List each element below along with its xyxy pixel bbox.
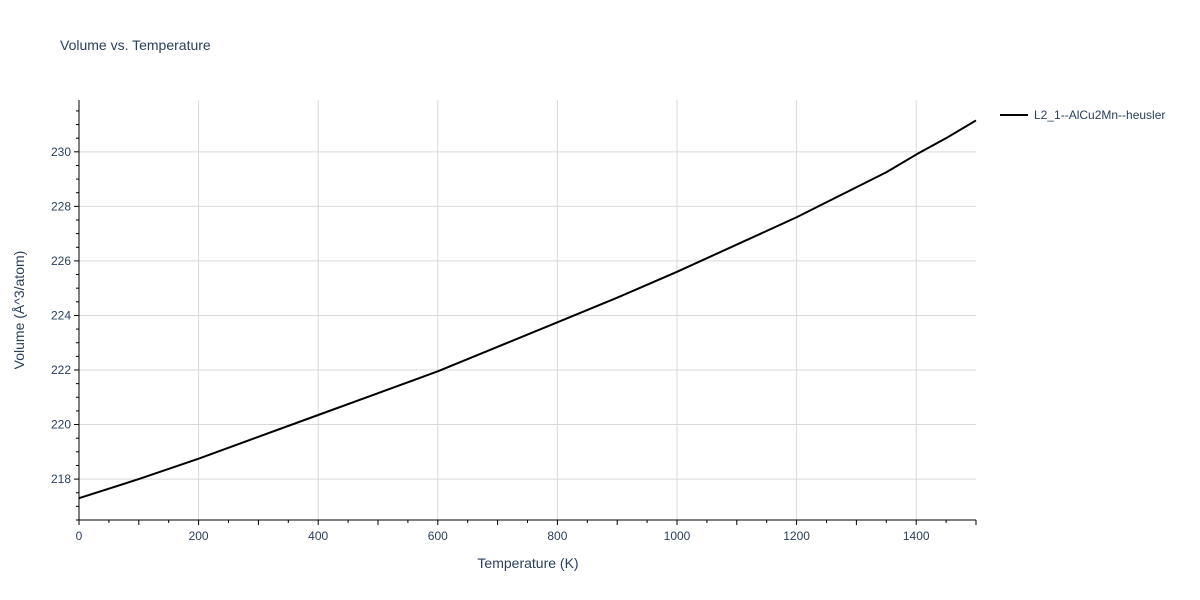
x-tick-label: 1200 <box>783 529 810 543</box>
plot-area <box>78 119 977 500</box>
y-tick-label: 222 <box>51 363 71 377</box>
x-gridlines <box>198 100 917 520</box>
y-axis-title: Volume (Å^3/atom) <box>11 251 27 370</box>
legend[interactable]: L2_1--AlCu2Mn--heusler <box>1000 108 1165 122</box>
y-tick-label: 228 <box>51 199 71 213</box>
x-tick-label: 400 <box>308 529 328 543</box>
x-axis-title: Temperature (K) <box>477 555 578 571</box>
y-tick-label: 218 <box>51 472 71 486</box>
legend-label: L2_1--AlCu2Mn--heusler <box>1034 108 1165 122</box>
y-tick-label: 220 <box>51 418 71 432</box>
x-tick-label: 0 <box>76 529 83 543</box>
y-tick-label: 224 <box>51 308 71 322</box>
axes <box>78 100 976 521</box>
chart-title: Volume vs. Temperature <box>60 37 211 53</box>
x-tick-label: 600 <box>428 529 448 543</box>
x-tick-label: 1000 <box>664 529 691 543</box>
y-gridlines <box>79 151 976 480</box>
x-tick-label: 800 <box>547 529 567 543</box>
x-tick-label: 1400 <box>903 529 930 543</box>
y-tick-label: 226 <box>51 254 71 268</box>
x-axis-ticks: 0 200 400 600 800 1000 1200 1400 <box>76 520 977 543</box>
y-axis-ticks: 218 220 222 224 226 228 230 <box>51 110 79 521</box>
y-tick-label: 230 <box>51 145 71 159</box>
series-line <box>78 119 977 500</box>
x-tick-label: 200 <box>189 529 209 543</box>
